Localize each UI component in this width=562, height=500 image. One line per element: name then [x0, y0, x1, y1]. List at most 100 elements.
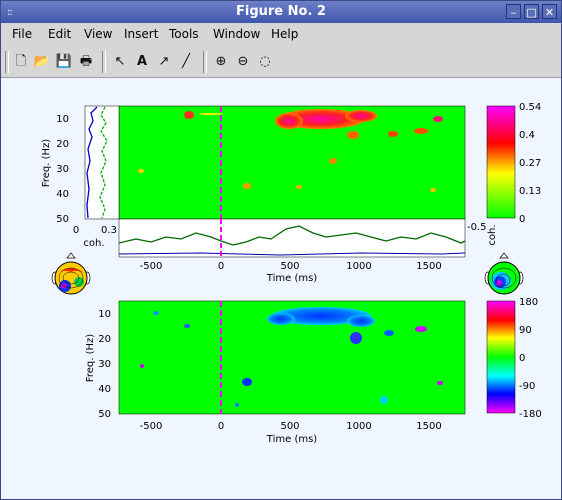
toolbar: 🗋 📂 💾 🖶 ↖ A ↗ ╱ ⊕ ⊖ ◌	[1, 47, 561, 78]
phase-blob	[242, 378, 252, 386]
coherence-blob	[296, 185, 302, 189]
phase-blob	[267, 313, 295, 325]
menu-file[interactable]: File	[12, 27, 33, 41]
xtick-label: 1000	[346, 261, 371, 272]
phase-blob	[347, 315, 375, 327]
xtick-label: 0	[73, 225, 79, 236]
phase-blob	[184, 324, 190, 328]
phase-blob	[271, 307, 371, 325]
xtick-label: 0	[218, 421, 224, 432]
title-bar[interactable]: :: Figure No. 2 – □ ✕	[1, 1, 561, 23]
coherence-blob	[414, 128, 428, 134]
colorbar-tick: 0.27	[519, 158, 541, 169]
frequency-profile-green	[99, 106, 108, 219]
xtick-label: 0.3	[101, 225, 117, 236]
coherence-colorbar	[486, 105, 516, 219]
phase-blob	[437, 381, 443, 385]
coherence-blob	[433, 116, 443, 122]
right-scalp-map	[484, 252, 524, 295]
colorbar-label: coh.	[487, 224, 498, 245]
insert-arrow-icon[interactable]: ↗	[158, 54, 170, 69]
coherence-blob	[243, 183, 251, 189]
toolbar-separator	[5, 51, 9, 73]
baseline-trace	[118, 252, 466, 256]
coherence-blob	[138, 169, 144, 173]
colorbar-tick: 0.13	[519, 186, 541, 197]
coherence-blob	[430, 188, 436, 192]
xtick-label: 0	[218, 261, 224, 272]
xtick-label: 500	[280, 421, 299, 432]
coherence-blob	[184, 111, 194, 119]
menu-bar: File Edit View Insert Tools Window Help	[1, 23, 561, 47]
phase-blob	[380, 396, 388, 404]
coherence-blob	[388, 131, 398, 137]
maximize-button[interactable]: □	[524, 4, 539, 19]
coherence-blob	[347, 131, 359, 139]
x-axis-label: Time (ms)	[266, 273, 318, 284]
xtick-label: -500	[140, 421, 163, 432]
ytick-label: 50	[56, 214, 69, 225]
frequency-profile-blue	[86, 106, 98, 219]
phase-blob	[415, 326, 427, 332]
ytick-label: 40	[56, 189, 69, 200]
ytick-label: 30	[98, 359, 111, 370]
figure-canvas[interactable]: 10 20 30 40 50 Freq. (Hz) 0 0.3 coh. 0.5…	[1, 78, 561, 499]
left-scalp-map	[51, 252, 91, 295]
phase-blob	[384, 330, 394, 336]
coherence-blob	[345, 110, 377, 122]
arrow-select-icon[interactable]: ↖	[114, 54, 126, 69]
insert-line-icon[interactable]: ╱	[182, 54, 190, 69]
coherence-blob	[275, 113, 303, 129]
colorbar-tick: 180	[519, 297, 538, 308]
coherence-blob	[329, 158, 337, 164]
coherence-trace	[118, 225, 466, 246]
phase-blob	[140, 364, 144, 368]
colorbar-tick: -90	[519, 381, 535, 392]
x-axis-label: coh.	[83, 238, 104, 249]
phase-blob	[235, 403, 239, 407]
insert-text-icon[interactable]: A	[136, 54, 148, 69]
window-menu-icon[interactable]: ::	[7, 7, 13, 18]
colorbar-tick: 0.4	[519, 130, 535, 141]
print-icon[interactable]: 🖶	[79, 54, 93, 69]
y-axis-label: Freq. (Hz)	[41, 139, 52, 187]
x-axis-label: Time (ms)	[266, 434, 318, 445]
xtick-label: -500	[140, 261, 163, 272]
colorbar-tick: 90	[519, 325, 532, 336]
ytick-label: 20	[98, 334, 111, 345]
minimize-button[interactable]: –	[506, 4, 521, 19]
xtick-label: 1500	[416, 421, 441, 432]
menu-edit[interactable]: Edit	[48, 27, 72, 41]
coherence-blob	[199, 113, 223, 115]
ytick-label: 30	[56, 164, 69, 175]
xtick-label: 500	[280, 261, 299, 272]
menu-view[interactable]: View	[84, 27, 113, 41]
phase-blob	[350, 332, 362, 344]
ytick-label: 20	[56, 139, 69, 150]
phase-blob	[153, 311, 159, 315]
toolbar-separator	[203, 51, 207, 73]
zoom-out-icon[interactable]: ⊖	[237, 54, 249, 69]
colorbar-tick: 0.54	[519, 102, 541, 113]
ytick-label: 50	[98, 409, 111, 420]
xtick-label: 1500	[416, 261, 441, 272]
close-button[interactable]: ✕	[542, 4, 557, 19]
ytick-label: 10	[56, 114, 69, 125]
toolbar-separator	[102, 51, 106, 73]
menu-insert[interactable]: Insert	[124, 27, 159, 41]
ytick-label: 10	[98, 309, 111, 320]
zoom-in-icon[interactable]: ⊕	[215, 54, 227, 69]
ytick-label: -0.5	[467, 222, 487, 233]
rotate-icon[interactable]: ◌	[259, 54, 271, 69]
xtick-label: 1000	[346, 421, 371, 432]
save-icon[interactable]: 💾	[55, 54, 73, 69]
open-file-icon[interactable]: 📂	[33, 54, 51, 69]
new-figure-icon[interactable]: 🗋	[15, 54, 27, 69]
menu-tools[interactable]: Tools	[169, 27, 199, 41]
menu-window[interactable]: Window	[213, 27, 261, 41]
phase-colorbar	[486, 300, 516, 414]
ytick-label: 40	[98, 384, 111, 395]
colorbar-tick: -180	[519, 409, 542, 420]
menu-help[interactable]: Help	[271, 27, 299, 41]
